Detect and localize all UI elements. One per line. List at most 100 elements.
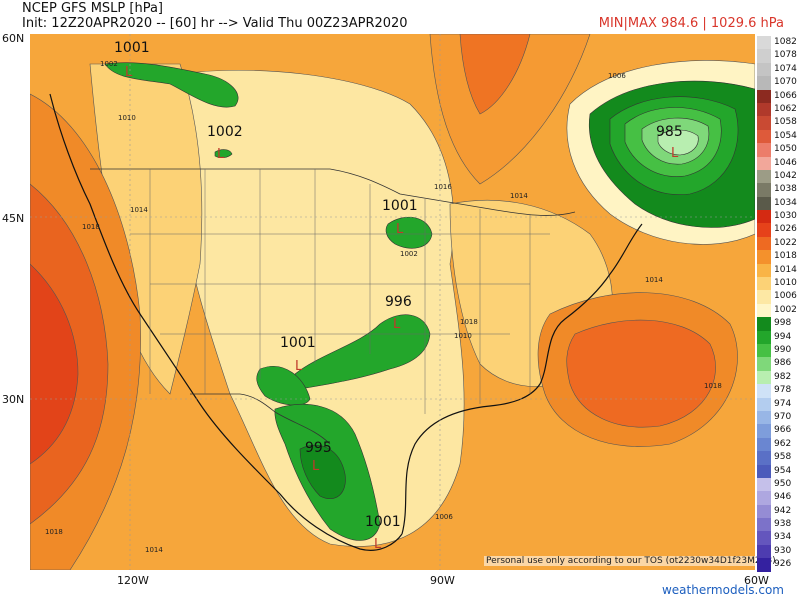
legend-value: 926 xyxy=(774,559,792,570)
legend-entry: 1054 xyxy=(757,129,800,144)
isobar-label: 1014 xyxy=(130,206,148,214)
legend-value: 930 xyxy=(774,545,792,556)
legend-entry: 1006 xyxy=(757,290,800,304)
legend-value: 1058 xyxy=(774,117,797,128)
legend-entry: 1058 xyxy=(757,116,800,130)
legend-value: 1070 xyxy=(774,77,797,88)
pressure-centers: 1001 1002 1001 996 1001 995 1001 985 xyxy=(114,40,683,530)
legend-entry: 1002 xyxy=(757,303,800,318)
legend-swatch xyxy=(757,491,771,505)
legend-entry: 1066 xyxy=(757,89,800,103)
header: NCEP GFS MSLP [hPa] Init: 12Z20APR2020 -… xyxy=(0,0,800,34)
isobar-label: 1002 xyxy=(100,60,118,68)
legend-entry: 1038 xyxy=(757,183,800,197)
isobar-label: 1018 xyxy=(704,382,722,390)
pressure-center-label: 995 xyxy=(305,440,332,456)
legend-swatch xyxy=(757,196,771,211)
legend-swatch xyxy=(757,330,771,344)
legend-swatch xyxy=(757,558,771,572)
legend-entry: 1022 xyxy=(757,236,800,251)
usage-notice: Personal use only according to our TOS (… xyxy=(484,556,778,566)
legend-swatch xyxy=(757,424,771,438)
legend-value: 974 xyxy=(774,398,792,409)
legend-swatch xyxy=(757,49,771,63)
legend-swatch xyxy=(757,544,771,559)
legend-entry: 1070 xyxy=(757,76,800,90)
minmax-readout: MIN|MAX 984.6 | 1029.6 hPa xyxy=(598,16,784,31)
legend-value: 1074 xyxy=(774,63,797,74)
low-marker: L xyxy=(295,359,303,374)
legend-value: 1010 xyxy=(774,278,797,289)
legend-value: 978 xyxy=(774,385,792,396)
legend-entry: 1046 xyxy=(757,156,800,170)
isobar-label: 1010 xyxy=(118,114,136,122)
pressure-center-label: 1001 xyxy=(114,40,150,56)
legend-entry: 986 xyxy=(757,357,800,371)
fill-1026-pacific xyxy=(30,263,79,465)
legend-swatch xyxy=(757,183,771,197)
legend-value: 1006 xyxy=(774,291,797,302)
legend-value: 1034 xyxy=(774,197,797,208)
legend-entry: 1062 xyxy=(757,102,800,117)
legend-entry: 1074 xyxy=(757,62,800,77)
legend-swatch xyxy=(757,250,771,264)
legend-value: 982 xyxy=(774,371,792,382)
legend-swatch xyxy=(757,303,771,318)
legend-value: 1030 xyxy=(774,211,797,222)
lon-label-60w: 60W xyxy=(744,574,769,587)
site-credit[interactable]: weathermodels.com xyxy=(661,583,784,597)
legend-value: 1038 xyxy=(774,184,797,195)
fill-982-canada-low xyxy=(657,129,699,156)
legend-swatch xyxy=(757,518,771,532)
us-mexico-border xyxy=(190,393,331,445)
legend-swatch xyxy=(757,477,771,492)
low-marker: L xyxy=(125,65,133,80)
legend-value: 1018 xyxy=(774,251,797,262)
map-title: NCEP GFS MSLP [hPa] xyxy=(22,1,163,16)
legend-value: 942 xyxy=(774,505,792,516)
legend-swatch xyxy=(757,116,771,130)
legend-value: 994 xyxy=(774,331,792,342)
legend-entry: 982 xyxy=(757,370,800,385)
legend-entry: 1050 xyxy=(757,143,800,157)
legend-entry: 1042 xyxy=(757,169,800,184)
legend-swatch xyxy=(757,62,771,77)
state-lines xyxy=(130,169,550,414)
legend-entry: 1082 xyxy=(757,36,800,50)
legend-value: 1002 xyxy=(774,304,797,315)
legend-entry: 1018 xyxy=(757,250,800,264)
us-canada-border xyxy=(90,168,576,216)
legend-value: 970 xyxy=(774,411,792,422)
legend-value: 938 xyxy=(774,519,792,530)
pressure-center-label: 1001 xyxy=(365,514,401,530)
isobar-label: 1014 xyxy=(145,546,163,554)
legend-swatch xyxy=(757,290,771,304)
legend-value: 990 xyxy=(774,344,792,355)
legend-value: 986 xyxy=(774,358,792,369)
legend-value: 1078 xyxy=(774,50,797,61)
map-subtitle: Init: 12Z20APR2020 -- [60] hr --> Valid … xyxy=(22,16,408,31)
coastline-gulf xyxy=(401,223,643,535)
low-marker: L xyxy=(374,537,382,552)
legend-value: 1042 xyxy=(774,170,797,181)
legend-value: 1050 xyxy=(774,144,797,155)
legend-value: 1026 xyxy=(774,224,797,235)
legend-entry: 934 xyxy=(757,531,800,545)
legend-swatch xyxy=(757,277,771,291)
legend-swatch xyxy=(757,263,771,278)
legend-value: 1082 xyxy=(774,37,797,47)
legend-entry: 950 xyxy=(757,477,800,492)
lon-label-90w: 90W xyxy=(430,574,455,587)
legend-swatch xyxy=(757,504,771,519)
low-marker: L xyxy=(217,147,225,162)
legend-swatch xyxy=(757,451,771,465)
pressure-center-label: 996 xyxy=(385,294,412,310)
legend-value: 946 xyxy=(774,492,792,503)
legend-swatch xyxy=(757,143,771,157)
legend-entry: 994 xyxy=(757,330,800,344)
legend-entry: 962 xyxy=(757,437,800,452)
low-markers: L L L L L L L L xyxy=(125,65,679,552)
legend-swatch xyxy=(757,531,771,545)
coastline-west xyxy=(49,93,403,551)
fill-994-mexico-low xyxy=(299,444,346,500)
